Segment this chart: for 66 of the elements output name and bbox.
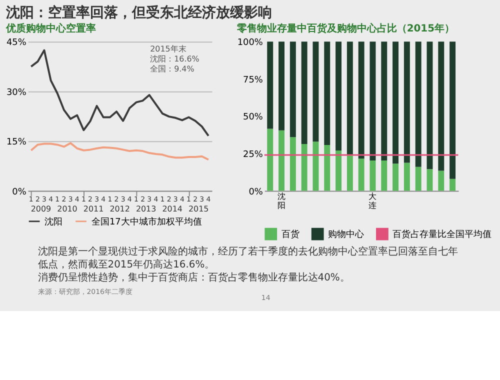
bar — [392, 42, 399, 164]
text: 沈阳是第一个显现供过于求风险的城市，经历了若干季度的去化购物中心空置率已回落至自七年低点，然而截至2015年仍高达16.6%。 — [38, 245, 458, 270]
text: 2009 — [30, 204, 52, 214]
bar — [267, 42, 274, 129]
bar — [381, 42, 388, 161]
text: 2015 — [188, 204, 209, 214]
bar — [278, 42, 284, 130]
bar — [370, 160, 376, 191]
chart-subtitle: 优质购物中心空置率 — [4, 22, 96, 35]
legend-label: 百货 — [281, 229, 300, 240]
legend-label: 沈阳 — [44, 216, 63, 228]
y-tick-label: 15% — [6, 138, 26, 148]
chart-title: 零售物业存量中百货及购物中心占比（2015年） — [236, 22, 455, 35]
bar — [358, 158, 364, 191]
bar — [336, 42, 342, 151]
text: 2013 — [136, 204, 156, 214]
bar — [278, 130, 284, 191]
bar — [426, 42, 433, 170]
text: 2010 — [57, 204, 78, 214]
bar — [415, 42, 422, 167]
bar — [290, 42, 296, 138]
bar — [450, 42, 456, 179]
bar — [346, 42, 353, 156]
text: 消费仍呈惯性趋势，集中于百货商店：百货占零售物业存量比达40%。 — [38, 271, 350, 284]
bar — [450, 178, 456, 191]
annotation: 沈阳：16.6% — [150, 54, 200, 64]
bar — [312, 42, 319, 142]
bar — [324, 42, 330, 146]
legend-label: 全国17大中城市加权平均值 — [91, 216, 202, 228]
y-tick-label: 30% — [6, 88, 26, 98]
bar — [370, 42, 376, 161]
bar — [358, 42, 364, 159]
x-tick-label: 沈阳 — [278, 192, 286, 210]
chart-title: 沈阳：空置率回落，但受东北经济放缓影响 — [4, 4, 272, 21]
bar — [336, 150, 342, 191]
text: 2011 — [83, 204, 104, 214]
bar — [426, 169, 433, 191]
bar — [312, 142, 319, 191]
bar — [267, 128, 274, 191]
bar — [415, 166, 422, 191]
y-tick-label: 50% — [243, 112, 263, 123]
legend-label: 购物中心 — [328, 229, 364, 240]
y-tick-label: 45% — [6, 38, 26, 48]
line-series — [30, 142, 210, 161]
annotation: 2015年末 — [150, 44, 186, 54]
bar — [301, 144, 308, 191]
y-tick-label: 100% — [237, 38, 263, 48]
bar — [324, 145, 330, 191]
bar — [392, 164, 399, 191]
bar — [438, 170, 444, 191]
bar — [404, 162, 410, 191]
legend-label: 百货占存量比全国平均值 — [392, 229, 492, 240]
y-tick-label: 75% — [243, 75, 263, 86]
bar — [290, 137, 296, 191]
bar — [404, 42, 410, 163]
bar — [438, 42, 444, 171]
bar — [301, 42, 308, 144]
bar — [381, 160, 388, 191]
bar — [346, 155, 353, 191]
x-tick-label: 大连 — [368, 192, 377, 210]
annotation: 全国：9.4% — [150, 64, 195, 74]
y-tick-label: 0% — [12, 187, 26, 198]
text: 2012 — [110, 204, 130, 214]
y-tick-label: 0% — [248, 187, 263, 198]
y-tick-label: 25% — [243, 150, 263, 160]
text: 2014 — [162, 204, 182, 214]
